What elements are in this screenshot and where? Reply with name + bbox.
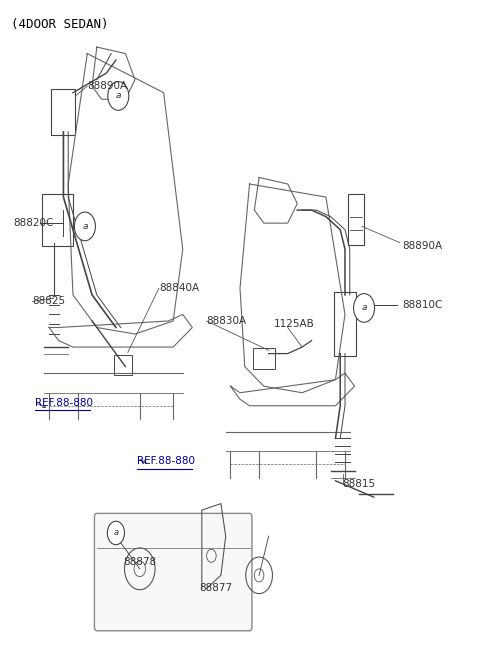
Circle shape <box>354 293 374 322</box>
Circle shape <box>108 521 124 545</box>
Text: a: a <box>361 303 367 312</box>
Text: 88877: 88877 <box>199 584 233 593</box>
FancyBboxPatch shape <box>95 514 252 631</box>
Text: (4DOOR SEDAN): (4DOOR SEDAN) <box>11 18 108 31</box>
Text: 88878: 88878 <box>123 557 156 567</box>
Text: 88810C: 88810C <box>402 300 443 310</box>
Text: 88890A: 88890A <box>402 241 443 251</box>
Text: 88815: 88815 <box>343 479 376 489</box>
Circle shape <box>74 212 96 241</box>
Circle shape <box>108 82 129 110</box>
Text: 88830A: 88830A <box>206 316 247 326</box>
Text: a: a <box>113 529 119 538</box>
Text: a: a <box>116 92 121 100</box>
Text: a: a <box>82 222 88 231</box>
Text: 1125AB: 1125AB <box>274 319 314 329</box>
Text: 88820C: 88820C <box>13 218 54 228</box>
Text: 88840A: 88840A <box>159 284 199 293</box>
Text: REF.88-880: REF.88-880 <box>137 456 195 466</box>
Text: 88825: 88825 <box>33 297 66 307</box>
Text: REF.88-880: REF.88-880 <box>35 398 93 407</box>
Text: 88890A: 88890A <box>87 81 127 91</box>
